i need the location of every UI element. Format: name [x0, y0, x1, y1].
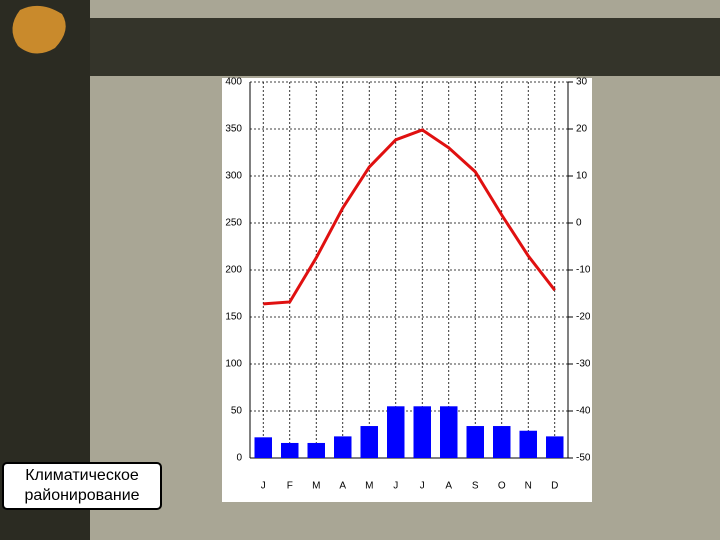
bar — [387, 406, 405, 458]
y2-tick-label: -10 — [576, 265, 591, 276]
x-tick-label: F — [287, 481, 293, 492]
y-tick-label: 50 — [231, 406, 243, 417]
y2-tick-label: -40 — [576, 406, 591, 417]
bar — [254, 437, 272, 458]
x-tick-label: A — [445, 481, 452, 492]
x-tick-label: A — [339, 481, 346, 492]
line — [263, 128, 556, 306]
y2-tick-label: 0 — [576, 218, 582, 229]
caption: Климатическое районирование — [2, 462, 162, 510]
top-band — [90, 18, 720, 76]
x-tick-label: N — [525, 481, 532, 492]
y2-tick-label: 30 — [576, 77, 588, 88]
y-tick-label: 200 — [225, 265, 242, 276]
x-tick-label: O — [498, 481, 506, 492]
y-tick-label: 350 — [225, 124, 242, 135]
y-tick-label: 300 — [225, 171, 242, 182]
leaf — [12, 5, 66, 54]
x-tick-label: D — [551, 481, 558, 492]
bar — [360, 426, 378, 458]
bar — [493, 426, 511, 458]
y2-tick-label: -30 — [576, 359, 591, 370]
y2-tick-label: -20 — [576, 312, 591, 323]
x-tick-label: J — [261, 481, 266, 492]
x-tick-label: M — [312, 481, 320, 492]
x-tick-label: J — [393, 481, 398, 492]
x-tick-label: S — [472, 481, 479, 492]
y2-tick-label: 10 — [576, 171, 588, 182]
y2-tick-label: 20 — [576, 124, 588, 135]
y-tick-label: 0 — [236, 453, 242, 464]
y2-tick-label: -50 — [576, 453, 591, 464]
bar — [440, 406, 458, 458]
y-tick-label: 400 — [225, 77, 242, 88]
bar — [307, 442, 325, 458]
bar — [466, 426, 484, 458]
bar — [519, 430, 537, 458]
bar — [546, 436, 564, 458]
bar — [334, 436, 352, 458]
y-tick-label: 100 — [225, 359, 242, 370]
y-tick-label: 250 — [225, 218, 242, 229]
x-tick-label: J — [420, 481, 425, 492]
y-tick-label: 150 — [225, 312, 242, 323]
side-band — [0, 0, 90, 540]
bar — [413, 406, 431, 458]
x-tick-label: M — [365, 481, 373, 492]
bar — [281, 442, 299, 458]
